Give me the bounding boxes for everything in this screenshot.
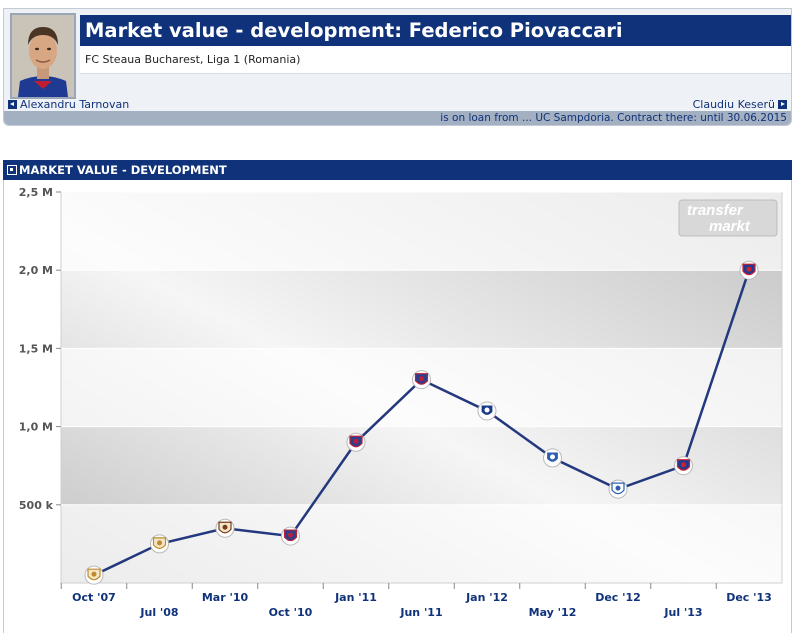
player-portrait-icon [12, 15, 74, 97]
logo-background [678, 199, 778, 237]
next-player-link[interactable]: Claudiu Keserü [693, 98, 787, 111]
y-tick-label: 2,0 M [19, 264, 53, 277]
crest-emblem [222, 524, 228, 530]
transfermarkt-logo: transfer markt [678, 199, 778, 237]
chart-gridlines [60, 191, 783, 584]
x-tick-label: Dec '13 [726, 591, 772, 604]
loan-info-bar: is on loan from ... UC Sampdoria. Contra… [4, 111, 791, 125]
y-tick-label: 1,0 M [19, 421, 53, 434]
padova-crest-icon[interactable] [608, 479, 628, 499]
crest-emblem [681, 462, 686, 468]
y-axis: 2,5 M 2,0 M 1,5 M 1,0 M 500 k [19, 186, 61, 512]
x-tick-label: Jan '12 [465, 591, 508, 604]
x-tick-label: Oct '07 [72, 591, 116, 604]
x-tick-label: Dec '12 [595, 591, 641, 604]
club-league-info: FC Steaua Bucharest, Liga 1 (Romania) [80, 46, 791, 74]
y-tick-label: 2,5 M [19, 186, 53, 199]
x-tick-label: Oct '10 [269, 606, 313, 619]
brescia-crest-icon[interactable] [543, 448, 562, 468]
previous-player-link[interactable]: Alexandru Tarnovan [8, 98, 129, 111]
x-tick-label: Jul '08 [139, 606, 178, 619]
chart-canvas: 2,5 M 2,0 M 1,5 M 1,0 M 500 k Oct '07 Mar '10… [19, 186, 783, 619]
cittadella-crest-icon[interactable] [215, 518, 235, 538]
y-tick-label: 500 k [19, 499, 54, 512]
arrow-right-icon [778, 100, 787, 109]
crest-emblem [288, 532, 293, 538]
crest-emblem [484, 407, 490, 413]
steaua-crest-icon[interactable] [674, 456, 693, 476]
y-tick-label: 1,5 M [19, 342, 53, 355]
player-profile-header: Market value - development: Federico Pio… [3, 8, 792, 126]
novara-crest-icon[interactable] [412, 370, 431, 390]
x-tick-label: Mar '10 [202, 591, 249, 604]
crest-emblem [615, 485, 621, 491]
previous-player-label: Alexandru Tarnovan [20, 98, 130, 111]
section-title: MARKET VALUE - DEVELOPMENT [19, 163, 227, 177]
x-tick-label: Jan '11 [334, 591, 377, 604]
sampdoria-crest-icon[interactable] [477, 401, 497, 421]
crest-emblem [353, 438, 359, 444]
arrow-left-icon [8, 100, 17, 109]
novara-crest-icon[interactable] [346, 432, 366, 452]
x-tick-label: Jul '13 [663, 606, 702, 619]
logo-text-line2: markt [709, 218, 751, 235]
x-axis: Oct '07 Mar '10 Jan '11 Jan '12 Dec '12 Dec '… [60, 583, 772, 619]
treviso-crest-icon[interactable] [84, 565, 104, 585]
market-value-chart: 2,5 M 2,0 M 1,5 M 1,0 M 500 k Oct '07 Mar '10… [3, 180, 792, 633]
section-box-icon [7, 165, 17, 175]
data-points [84, 260, 759, 585]
crest-emblem [157, 540, 162, 546]
novara-crest-icon[interactable] [281, 526, 300, 546]
page-title: Market value - development: Federico Pio… [80, 15, 791, 46]
crest-emblem [746, 266, 752, 272]
treviso-crest-icon[interactable] [150, 534, 169, 554]
crest-emblem [91, 571, 97, 577]
crest-emblem [550, 454, 555, 460]
next-player-label: Claudiu Keserü [692, 98, 775, 111]
x-tick-label: Jun '11 [399, 606, 442, 619]
x-tick-label: May '12 [529, 606, 577, 619]
crest-emblem [419, 376, 424, 382]
section-header: MARKET VALUE - DEVELOPMENT [3, 160, 792, 180]
player-photo [10, 13, 76, 99]
steaua-crest-icon[interactable] [739, 260, 759, 280]
logo-text-line1: transfer [687, 202, 744, 219]
